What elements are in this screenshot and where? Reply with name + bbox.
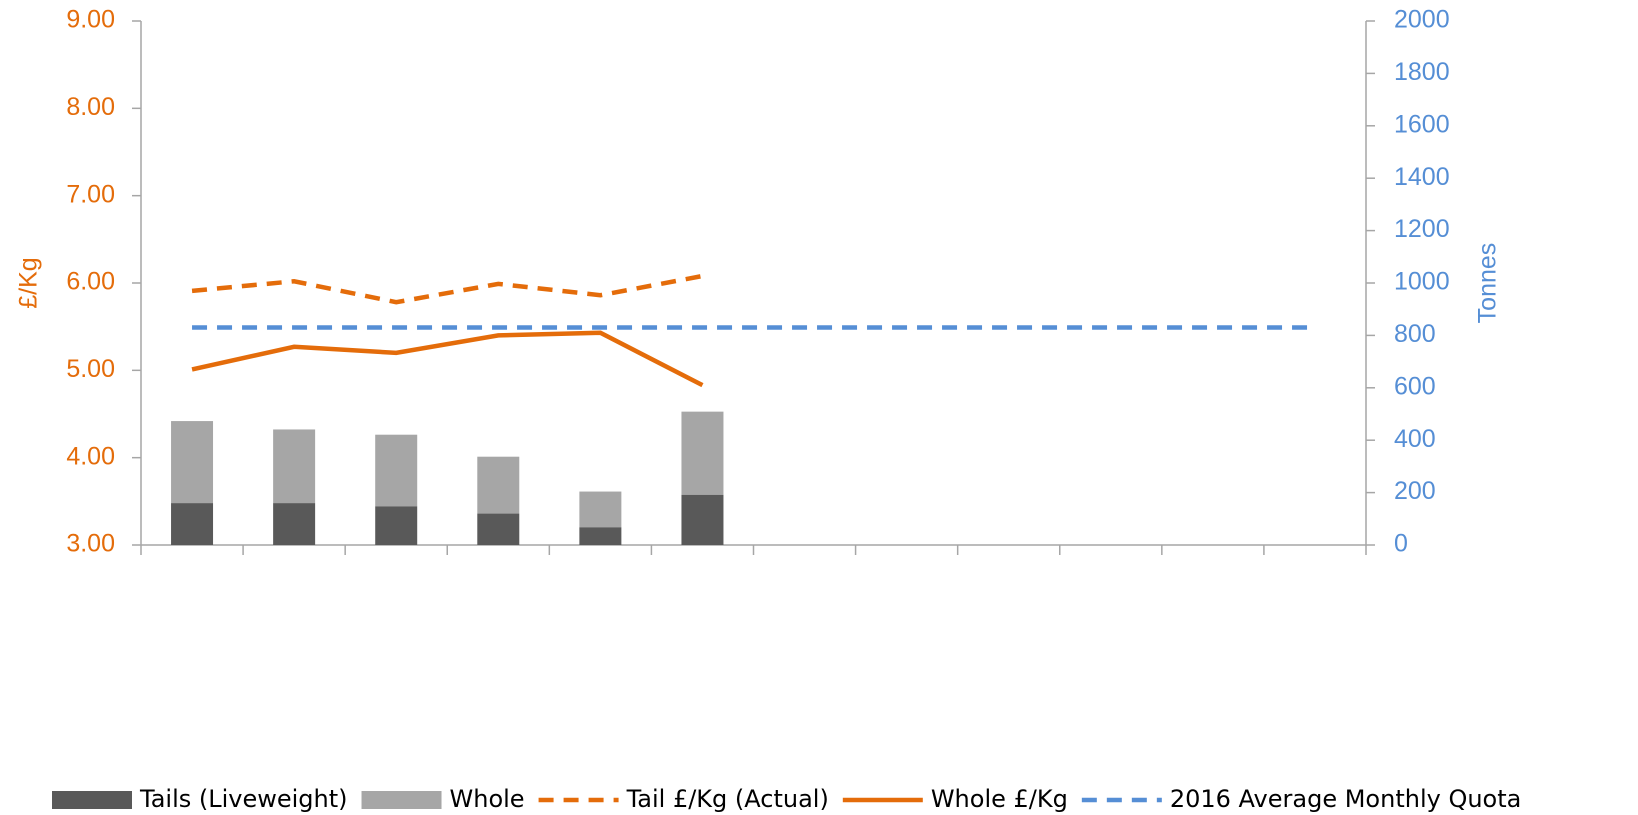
y2-tick-label: 1400	[1394, 163, 1450, 191]
y2-tick-label: 1200	[1394, 215, 1450, 243]
y-tick-label: 7.00	[66, 180, 115, 208]
y-tick-label: 4.00	[66, 442, 115, 470]
y2-tick-label: 1000	[1394, 268, 1450, 296]
legend-label: 2016 Average Monthly Quota	[1170, 785, 1522, 813]
y2-tick-label: 2000	[1394, 6, 1450, 34]
bar	[375, 506, 418, 545]
y2-tick-label: 1600	[1394, 110, 1450, 138]
bar	[171, 421, 214, 504]
y-tick-label: 9.00	[66, 6, 115, 34]
y-tick-label: 6.00	[66, 268, 115, 296]
legend-label: Whole £/Kg	[931, 785, 1068, 813]
y-tick-label: 3.00	[66, 530, 115, 558]
y2-tick-label: 800	[1394, 320, 1436, 348]
bar	[273, 503, 316, 545]
y2-tick-label: 0	[1394, 530, 1408, 558]
bar	[171, 503, 214, 545]
bar	[477, 456, 520, 514]
y-axis-title: £/Kg	[15, 257, 43, 308]
legend: Tails (Liveweight) Whole Tail £/Kg (Actual…	[52, 785, 1521, 813]
y-tick-label: 8.00	[66, 93, 115, 121]
legend-swatch	[52, 791, 132, 809]
line-series	[191, 273, 703, 305]
legend-swatch	[361, 791, 442, 809]
y2-tick-label: 400	[1394, 425, 1436, 453]
bar	[681, 494, 724, 545]
bar	[681, 411, 724, 495]
y2-tick-label: 600	[1394, 372, 1436, 400]
bar	[273, 429, 316, 504]
bar	[579, 491, 622, 528]
bar	[579, 527, 622, 545]
y2-tick-label: 200	[1394, 477, 1436, 505]
bar	[375, 434, 418, 507]
bar	[477, 513, 520, 545]
y2-tick-label: 1800	[1394, 58, 1450, 86]
y2-axis-title: Tonnes	[1474, 243, 1502, 324]
line-series	[191, 330, 704, 388]
legend-label: Tail £/Kg (Actual)	[626, 785, 829, 813]
legend-label: Whole	[450, 785, 525, 813]
legend-label: Tails (Liveweight)	[139, 785, 348, 813]
y-tick-label: 5.00	[66, 355, 115, 383]
